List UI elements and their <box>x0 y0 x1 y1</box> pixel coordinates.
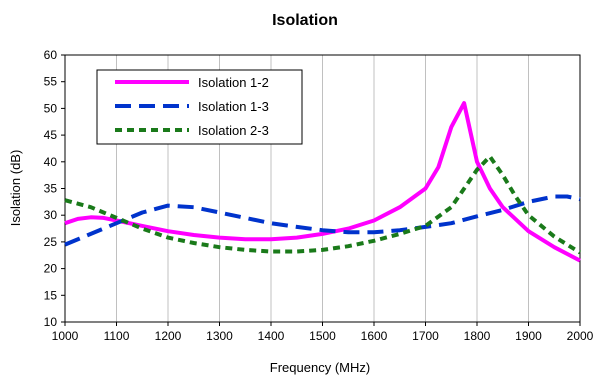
series-line-3 <box>64 154 582 255</box>
legend: Isolation 1-2 Isolation 1-3 Isolation 2-3 <box>96 69 303 145</box>
legend-label: Isolation 2-3 <box>198 123 269 138</box>
x-tick-label: 2000 <box>567 329 594 343</box>
axis-ticks: 1000 1100 1200 1300 1400 1500 1600 1700 1800 1900… <box>44 48 594 343</box>
x-tick-label: 1600 <box>361 329 388 343</box>
x-tick-label: 1300 <box>206 329 233 343</box>
x-tick-label: 1200 <box>155 329 182 343</box>
chart-title: Isolation <box>272 12 338 29</box>
x-tick-label: 1500 <box>309 329 336 343</box>
y-tick-label: 50 <box>44 101 58 115</box>
x-tick-label: 1400 <box>258 329 285 343</box>
x-tick-label: 1700 <box>412 329 439 343</box>
series-line-2 <box>64 194 581 247</box>
y-axis-label: Isolation (dB) <box>8 150 23 227</box>
y-tick-label: 30 <box>44 208 58 222</box>
x-tick-label: 1800 <box>464 329 491 343</box>
x-tick-label: 1000 <box>52 329 79 343</box>
y-tick-label: 40 <box>44 155 58 169</box>
y-tick-label: 10 <box>44 315 58 329</box>
x-tick-label: 1100 <box>104 329 130 343</box>
y-tick-label: 45 <box>44 128 58 142</box>
legend-label: Isolation 1-3 <box>198 99 269 114</box>
x-axis-label: Frequency (MHz) <box>270 360 370 375</box>
x-tick-label: 1900 <box>515 329 542 343</box>
y-tick-label: 60 <box>44 48 58 62</box>
y-tick-label: 20 <box>44 262 58 276</box>
y-tick-label: 55 <box>44 75 58 89</box>
y-tick-label: 35 <box>44 182 58 196</box>
y-tick-label: 25 <box>44 235 58 249</box>
series-lines <box>64 101 582 263</box>
y-tick-label: 15 <box>44 288 58 302</box>
legend-label: Isolation 1-2 <box>198 75 269 90</box>
